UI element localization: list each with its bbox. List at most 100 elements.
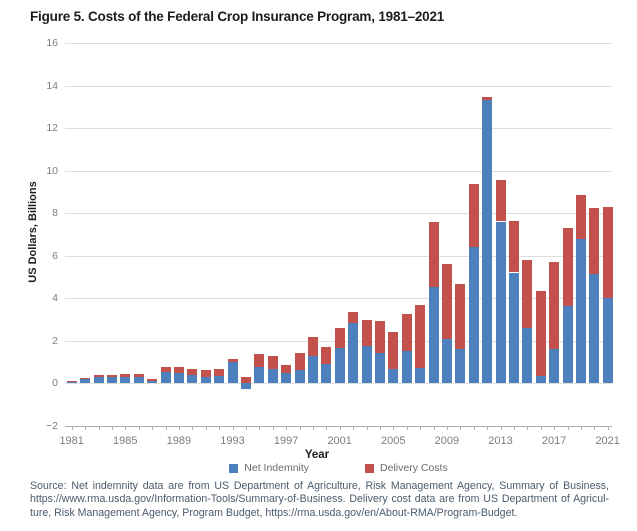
x-axis-tick: [192, 425, 194, 430]
bar-net-indemnity-1981: [66, 381, 77, 383]
bar-net-indemnity-2017: [549, 349, 560, 383]
bar-net-indemnity-2004: [374, 353, 385, 383]
bar-delivery-costs-2013: [495, 179, 506, 222]
bar-net-indemnity-2008: [428, 287, 439, 383]
x-axis-tick: [446, 425, 448, 430]
x-axis-tick: [353, 425, 355, 430]
x-axis-tick: [98, 425, 100, 430]
bar-net-indemnity-2021: [602, 298, 613, 383]
x-axis-line: [65, 425, 612, 427]
x-axis-tick: [594, 425, 596, 430]
x-axis-tick: [527, 425, 529, 430]
x-tick-label-1981: 1981: [59, 434, 84, 447]
x-axis-tick: [272, 425, 274, 430]
gridline-y-16: [65, 43, 612, 44]
bar-net-indemnity-2000: [321, 363, 332, 383]
x-axis-tick: [607, 425, 609, 430]
x-tick-label-2013: 2013: [488, 434, 513, 447]
bar-net-indemnity-2011: [468, 247, 479, 383]
x-axis-tick: [205, 425, 207, 430]
bar-net-indemnity-1998: [294, 370, 305, 383]
x-axis-tick: [339, 425, 341, 430]
bar-net-indemnity-1995: [254, 367, 265, 383]
bar-delivery-costs-2010: [455, 283, 466, 349]
bar-delivery-costs-1987: [147, 378, 158, 381]
gridline-y-0: [65, 383, 612, 384]
bar-delivery-costs-1983: [93, 374, 104, 378]
bar-delivery-costs-1986: [133, 373, 144, 377]
y-tick-label: 14: [46, 79, 58, 92]
gridline-y-14: [65, 85, 612, 87]
bar-delivery-costs-1999: [307, 337, 318, 356]
y-tick-label: −2: [46, 419, 58, 432]
bar-net-indemnity-1994: [240, 383, 251, 389]
y-tick-label: 8: [52, 207, 58, 219]
bar-delivery-costs-1984: [106, 375, 117, 378]
x-axis-label: Year: [304, 449, 330, 461]
x-tick-label-2017: 2017: [541, 434, 567, 447]
x-axis-tick: [111, 425, 113, 430]
bar-net-indemnity-1987: [147, 380, 158, 383]
x-axis-tick: [473, 425, 475, 430]
bar-net-indemnity-2018: [562, 306, 573, 383]
bar-delivery-costs-2001: [334, 327, 345, 349]
gridline-y-10: [65, 170, 612, 172]
bar-delivery-costs-1997: [281, 364, 292, 374]
y-axis-label: US Dollars, Billions: [27, 181, 39, 283]
y-tick-label: 0: [52, 377, 58, 389]
bar-delivery-costs-2008: [428, 222, 439, 288]
bar-net-indemnity-1990: [187, 375, 198, 383]
x-axis-tick: [487, 425, 489, 430]
x-tick-label-1997: 1997: [273, 434, 299, 447]
source-line: Source: Net indemnity data are from US D…: [30, 480, 609, 492]
bar-delivery-costs-1988: [160, 367, 171, 372]
bar-net-indemnity-1997: [281, 373, 292, 383]
x-tick-label-2021: 2021: [595, 434, 620, 447]
bar-net-indemnity-1984: [106, 377, 117, 383]
x-axis-tick: [379, 425, 381, 430]
figure-title: Figure 5. Costs of the Federal Crop Insu…: [30, 9, 445, 24]
x-axis-tick: [152, 425, 154, 430]
x-axis-tick: [232, 425, 234, 430]
bar-delivery-costs-1981: [66, 380, 77, 382]
x-axis-tick: [406, 425, 408, 430]
x-axis-tick: [420, 425, 422, 430]
bar-delivery-costs-2007: [415, 305, 426, 369]
x-axis-tick: [393, 425, 395, 430]
x-axis-tick: [366, 425, 368, 430]
gridline-y-8: [65, 213, 612, 214]
x-tick-label-1993: 1993: [220, 434, 245, 447]
x-axis-tick: [513, 425, 515, 430]
bar-net-indemnity-2016: [535, 375, 546, 383]
bar-net-indemnity-2003: [361, 345, 372, 383]
gridline-y-12: [65, 128, 612, 129]
bar-net-indemnity-2012: [482, 100, 493, 383]
x-axis-tick: [312, 425, 314, 430]
bar-delivery-costs-2021: [602, 206, 613, 298]
bar-net-indemnity-1983: [93, 377, 104, 383]
x-axis-tick: [580, 425, 582, 430]
bar-net-indemnity-1992: [214, 376, 225, 383]
net-indemnity-swatch-icon: [229, 463, 239, 473]
bar-delivery-costs-2019: [575, 194, 586, 239]
bar-delivery-costs-2018: [562, 228, 573, 307]
bar-delivery-costs-1990: [187, 369, 198, 376]
bar-net-indemnity-2001: [334, 348, 345, 383]
bar-net-indemnity-1999: [307, 355, 318, 383]
bar-net-indemnity-2010: [455, 349, 466, 383]
x-axis-tick: [567, 425, 569, 430]
bar-net-indemnity-2015: [522, 327, 533, 383]
bar-delivery-costs-1995: [254, 354, 265, 368]
bar-net-indemnity-1982: [80, 379, 91, 383]
x-axis-tick: [85, 425, 87, 430]
bar-delivery-costs-2006: [401, 313, 412, 352]
bar-delivery-costs-1993: [227, 358, 238, 363]
y-tick-label: 6: [52, 249, 58, 262]
bar-delivery-costs-2000: [321, 346, 332, 364]
bar-net-indemnity-1991: [200, 376, 211, 383]
y-tick-label: 2: [52, 334, 58, 347]
source-line: ture, Risk Management Agency, Program Bu…: [30, 506, 518, 519]
x-axis-tick: [138, 425, 140, 430]
bar-net-indemnity-2007: [415, 368, 426, 383]
